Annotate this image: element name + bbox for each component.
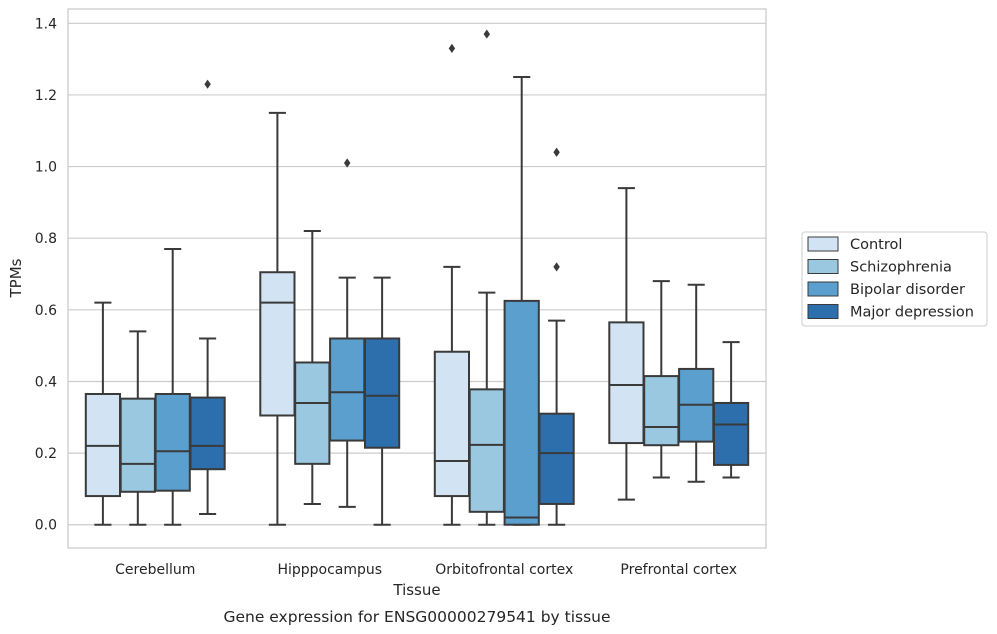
box-group [84, 79, 226, 526]
x-tick-label: Prefrontal cortex [620, 562, 737, 578]
outlier-point [204, 79, 211, 89]
box [608, 321, 645, 445]
x-tick-label: Hipppocampus [277, 562, 382, 578]
x-tick-label: Orbitofrontal cortex [435, 562, 573, 578]
y-tick-labels: 0.0 0.2 0.4 0.6 0.8 1.0 1.2 1.4 [35, 16, 57, 533]
box [294, 361, 331, 465]
box [154, 393, 191, 492]
y-tick-label: 0.4 [35, 374, 57, 390]
box [538, 412, 575, 505]
legend-item: Bipolar disorder [807, 281, 965, 298]
y-tick-label: 0.6 [35, 303, 57, 319]
outlier-point [553, 147, 560, 157]
box-group [433, 29, 575, 526]
outlier-point [343, 158, 351, 168]
plot-frame [67, 8, 767, 549]
legend-frame [801, 231, 988, 327]
y-tick-label: 1.2 [35, 88, 57, 104]
outlier-point [448, 43, 456, 53]
x-axis-label: Tissue [392, 581, 440, 599]
box [468, 388, 505, 513]
legend-swatch [807, 259, 839, 274]
box-groups [84, 29, 750, 526]
y-tick-label: 0.8 [35, 231, 57, 247]
box [712, 401, 750, 466]
legend-swatch [807, 304, 839, 319]
box [119, 397, 156, 493]
outlier-point [553, 262, 560, 272]
legend-item: Schizophrenia [807, 259, 952, 276]
box-group [259, 111, 401, 526]
legend-item: Control [807, 236, 902, 253]
legend-swatch [807, 281, 839, 297]
box [329, 337, 366, 442]
box [643, 375, 680, 447]
legend-label: Bipolar disorder [850, 282, 965, 298]
y-axis-label: TPMs [7, 258, 25, 298]
outlier-point [483, 29, 491, 39]
x-tick-labels: Cerebellum Hipppocampus Orbitofrontal cort… [115, 562, 737, 578]
box-group [608, 187, 750, 501]
box [189, 396, 226, 471]
legend-item: Major depression [807, 304, 974, 321]
box [259, 271, 296, 417]
y-tick-label: 1.4 [35, 16, 57, 32]
legend-label: Major depression [850, 305, 974, 321]
box [363, 337, 401, 449]
legend-swatch [807, 236, 839, 252]
x-tick-label: Cerebellum [115, 562, 195, 578]
legend-label: Schizophrenia [850, 260, 952, 276]
box [503, 299, 540, 526]
legend: Control Schizophrenia Bipolar disorder Majo… [801, 231, 988, 327]
y-tick-label: 0.0 [35, 518, 57, 534]
box [433, 350, 471, 498]
chart-caption: Gene expression for ENSG00000279541 by t… [223, 608, 610, 626]
legend-label: Control [850, 237, 902, 253]
y-tick-label: 1.0 [35, 160, 57, 176]
y-tick-label: 0.2 [35, 446, 57, 462]
